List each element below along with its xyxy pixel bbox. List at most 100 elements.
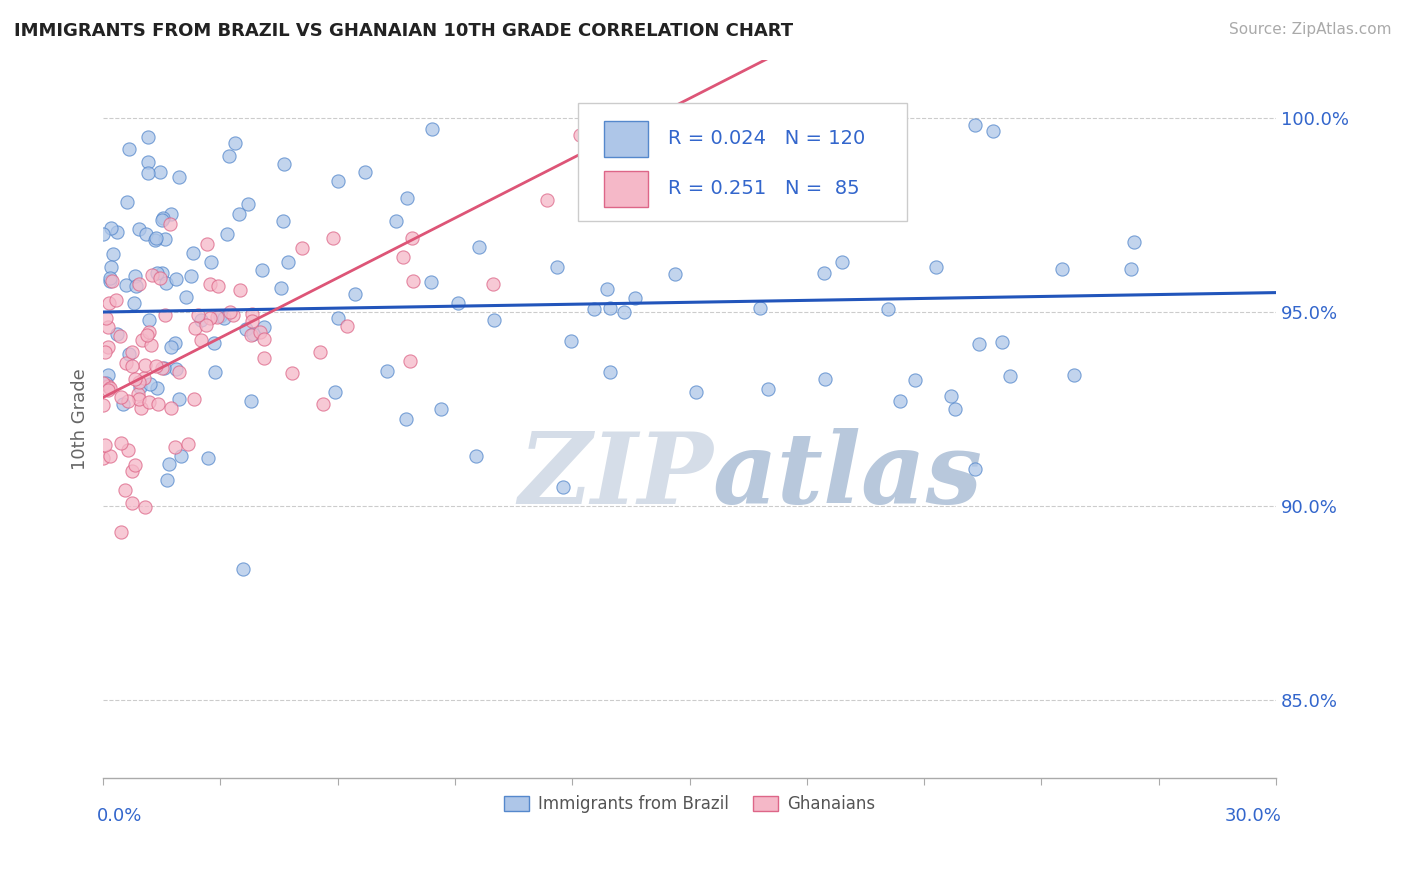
Point (194, 318, 217, 332)
Point (155, 473, 177, 487)
Point (240, 308, 263, 322)
Point (941, 388, 963, 402)
Point (124, 268, 146, 283)
Point (177, 436, 200, 450)
Point (200, 254, 222, 268)
Point (419, 275, 441, 289)
Point (599, 301, 621, 316)
Point (94, 376, 117, 391)
Point (150, 266, 173, 280)
Point (326, 311, 349, 326)
Text: atlas: atlas (713, 428, 983, 524)
Point (160, 207, 183, 221)
Point (146, 397, 169, 411)
Point (560, 334, 582, 348)
Point (253, 332, 276, 346)
Point (153, 360, 176, 375)
Point (165, 336, 187, 351)
Point (582, 302, 605, 317)
Point (482, 312, 505, 326)
Point (1123, 235, 1146, 249)
Point (148, 165, 170, 179)
Point (375, 364, 398, 378)
Point (482, 277, 505, 292)
Point (134, 371, 156, 385)
Point (121, 344, 143, 359)
Point (167, 365, 190, 379)
Point (118, 142, 141, 156)
Point (105, 293, 128, 308)
Point (138, 129, 160, 144)
Point (1119, 262, 1142, 277)
Text: 0.0%: 0.0% (97, 806, 142, 825)
Point (814, 372, 837, 386)
Point (904, 373, 927, 387)
Point (143, 233, 166, 247)
Point (758, 382, 780, 396)
Point (568, 128, 591, 143)
Point (145, 230, 167, 244)
Point (253, 351, 276, 366)
Point (420, 121, 443, 136)
Point (270, 281, 292, 295)
Point (94, 311, 117, 326)
Point (110, 435, 132, 450)
Point (153, 308, 176, 322)
Point (963, 462, 986, 476)
Point (129, 380, 152, 394)
Point (122, 295, 145, 310)
Point (146, 266, 169, 280)
Point (998, 369, 1021, 384)
Point (664, 267, 686, 281)
Point (596, 281, 619, 295)
Point (97, 383, 120, 397)
Point (204, 365, 226, 379)
Text: Source: ZipAtlas.com: Source: ZipAtlas.com (1229, 22, 1392, 37)
Point (943, 401, 966, 416)
Point (127, 386, 149, 401)
Point (249, 325, 271, 339)
Point (94, 345, 117, 359)
Point (235, 322, 257, 336)
Point (281, 366, 304, 380)
Point (91, 376, 114, 391)
Text: R = 0.024   N = 120: R = 0.024 N = 120 (668, 129, 866, 148)
Point (271, 214, 294, 228)
Point (136, 166, 159, 180)
Legend: Immigrants from Brazil, Ghanaians: Immigrants from Brazil, Ghanaians (498, 789, 882, 820)
FancyBboxPatch shape (578, 103, 907, 221)
Point (322, 231, 344, 245)
Point (167, 392, 190, 406)
Point (97, 340, 120, 354)
Point (242, 326, 264, 341)
Point (139, 338, 162, 352)
Point (200, 277, 222, 292)
Point (553, 480, 575, 494)
Point (190, 312, 212, 326)
Point (110, 390, 132, 404)
Point (149, 271, 172, 285)
Point (111, 397, 134, 411)
Point (91, 227, 114, 241)
Point (98, 271, 121, 285)
Point (240, 314, 263, 328)
Point (312, 397, 335, 411)
Point (205, 310, 228, 324)
Point (1050, 261, 1073, 276)
Point (229, 283, 252, 297)
Point (110, 525, 132, 540)
Y-axis label: 10th Grade: 10th Grade (72, 368, 89, 470)
Point (536, 193, 558, 207)
Point (139, 376, 162, 391)
Point (145, 359, 167, 373)
Point (195, 236, 218, 251)
Point (174, 290, 197, 304)
Point (115, 356, 138, 370)
Point (392, 250, 415, 264)
Point (399, 354, 422, 368)
Point (253, 319, 276, 334)
Point (138, 312, 160, 326)
Point (353, 165, 375, 179)
Point (402, 274, 425, 288)
Point (430, 401, 453, 416)
